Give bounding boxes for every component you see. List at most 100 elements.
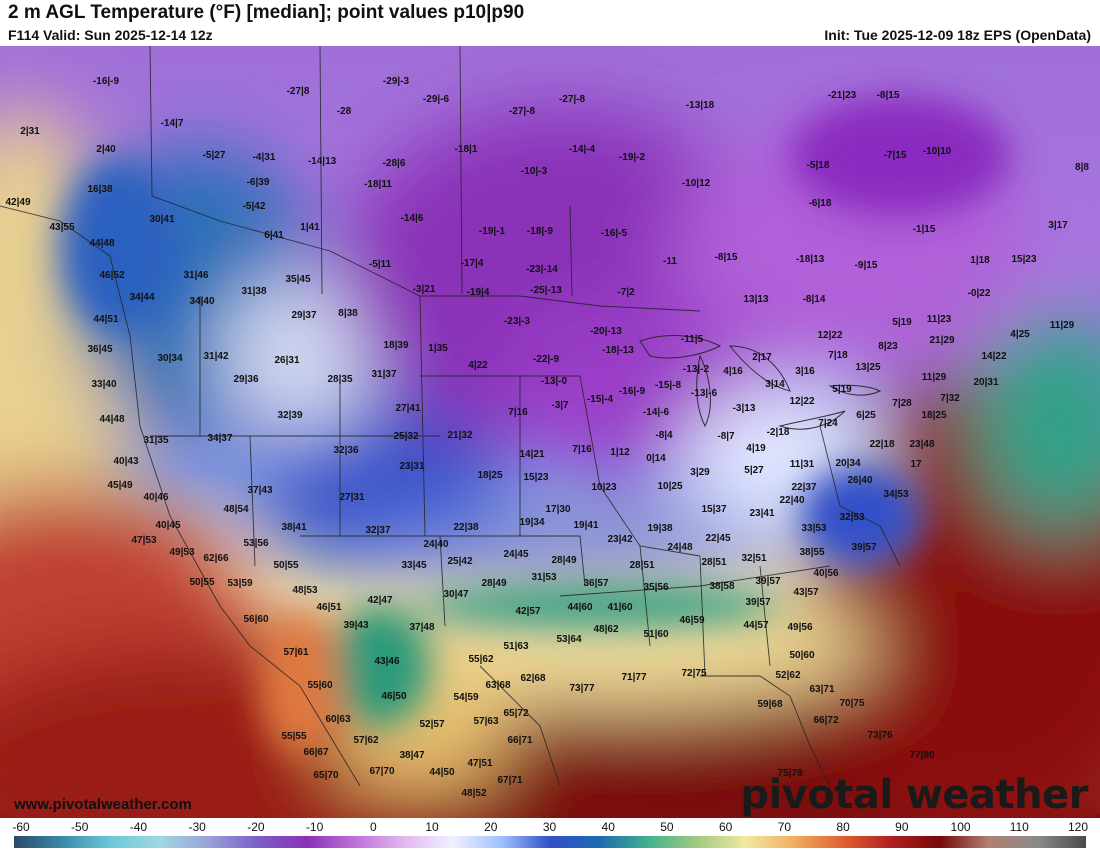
- point-value: -27|8: [286, 86, 310, 97]
- point-value: 25|42: [447, 556, 473, 567]
- point-value: 49|53: [169, 547, 195, 558]
- color-scale: -60 -50 -40 -30 -20 -10 0 10 20 30 40 50 60 70 80 90 100…: [0, 818, 1100, 850]
- point-value: 77|80: [909, 750, 935, 761]
- point-value: 28|51: [629, 560, 655, 571]
- point-value: -29|-3: [382, 76, 410, 87]
- point-value: 3|17: [1048, 220, 1068, 231]
- point-value: -14|6: [400, 213, 424, 224]
- point-value: 12|22: [789, 396, 815, 407]
- point-value: 38|55: [799, 547, 825, 558]
- point-value: 52|57: [419, 719, 445, 730]
- point-value: 49|56: [787, 622, 813, 633]
- point-value: -4|31: [252, 152, 276, 163]
- point-value: -14|-4: [568, 144, 596, 155]
- point-value: 1|18: [970, 255, 990, 266]
- point-value: 40|46: [143, 492, 169, 503]
- point-value: 4|19: [746, 443, 766, 454]
- point-value: -0|22: [967, 288, 991, 299]
- point-value: 44|48: [99, 414, 125, 425]
- point-value: 37|48: [409, 622, 435, 633]
- point-value: 57|63: [473, 716, 499, 727]
- point-value: 22|40: [779, 495, 805, 506]
- point-value: -15|-4: [586, 394, 614, 405]
- point-value: 30|47: [443, 589, 469, 600]
- point-value: 19|34: [519, 517, 545, 528]
- point-value: 2|17: [752, 352, 772, 363]
- point-value: 43|46: [374, 656, 400, 667]
- point-value: 32|36: [333, 445, 359, 456]
- point-value: -25|-13: [530, 285, 562, 296]
- point-value: 28|49: [481, 578, 507, 589]
- point-value: 15|23: [523, 472, 549, 483]
- point-value: 28|49: [551, 555, 577, 566]
- point-value: -14|-6: [642, 407, 670, 418]
- point-value: -8|14: [802, 294, 826, 305]
- point-value: 26|40: [847, 475, 873, 486]
- point-value: 4|25: [1010, 329, 1030, 340]
- point-value: 67|71: [497, 775, 523, 786]
- point-value: -16|-5: [600, 228, 628, 239]
- point-value: 1|41: [300, 222, 320, 233]
- scale-tick: 80: [836, 820, 850, 834]
- point-value: 52|62: [775, 670, 801, 681]
- point-value: -6|18: [808, 198, 832, 209]
- point-value: -3|13: [732, 403, 756, 414]
- point-value: 50|55: [189, 577, 215, 588]
- point-value: 31|37: [371, 369, 397, 380]
- point-value: 23|48: [909, 439, 935, 450]
- point-value: -10|-3: [520, 166, 548, 177]
- point-value: 32|37: [365, 525, 391, 536]
- point-value: -11|5: [680, 334, 704, 345]
- point-value: 18|39: [383, 340, 409, 351]
- point-value: -8|4: [655, 430, 673, 441]
- scale-tick: 0: [369, 820, 377, 834]
- point-value: 53|64: [556, 634, 582, 645]
- point-value: -18|-13: [602, 345, 634, 356]
- point-value: 21|32: [447, 430, 473, 441]
- point-value: 40|43: [113, 456, 139, 467]
- scale-tick: -20: [247, 820, 265, 834]
- scale-tick: 10: [425, 820, 439, 834]
- point-value: 73|77: [569, 683, 595, 694]
- point-value: 14|22: [981, 351, 1007, 362]
- point-value: 6|25: [856, 410, 876, 421]
- point-value: 38|58: [709, 581, 735, 592]
- point-value: 39|57: [755, 576, 781, 587]
- point-value: 38|47: [399, 750, 425, 761]
- point-value: -18|1: [454, 144, 478, 155]
- point-value: -27|-8: [508, 106, 536, 117]
- point-value: 18|25: [477, 470, 503, 481]
- point-value: -5|27: [202, 150, 226, 161]
- point-value: 8|8: [1075, 162, 1089, 173]
- point-value: 26|31: [274, 355, 300, 366]
- point-value: 55|55: [281, 731, 307, 742]
- point-value: 15|23: [1011, 254, 1037, 265]
- point-value: 48|52: [461, 788, 487, 799]
- scale-tick: 70: [777, 820, 792, 834]
- brand-logo: pivotal weather: [740, 772, 1088, 818]
- scale-tick: -40: [129, 820, 148, 834]
- scale-tick: 40: [601, 820, 615, 834]
- point-value: 44|50: [429, 767, 455, 778]
- point-value: 36|57: [583, 578, 609, 589]
- point-value: 71|77: [621, 672, 647, 683]
- point-value: 5|19: [892, 317, 912, 328]
- scale-tick: 60: [718, 820, 733, 834]
- point-value: -7|15: [883, 150, 907, 161]
- point-value: 10|23: [591, 482, 617, 493]
- point-value: 51|60: [643, 629, 669, 640]
- point-value: -1|15: [912, 224, 936, 235]
- point-value: 54|59: [453, 692, 479, 703]
- point-value: 34|37: [207, 433, 233, 444]
- point-value: 22|38: [453, 522, 479, 533]
- point-value: 21|29: [929, 335, 955, 346]
- point-value: 17: [910, 459, 922, 470]
- point-value: -2|18: [766, 427, 790, 438]
- point-value: -28|6: [382, 158, 406, 169]
- point-value: 11|29: [1049, 320, 1075, 331]
- scale-tick: 20: [484, 820, 498, 834]
- point-value: 57|61: [283, 647, 309, 658]
- point-value: 57|62: [353, 735, 379, 746]
- point-value: 34|40: [189, 296, 215, 307]
- point-value: 53|59: [227, 578, 253, 589]
